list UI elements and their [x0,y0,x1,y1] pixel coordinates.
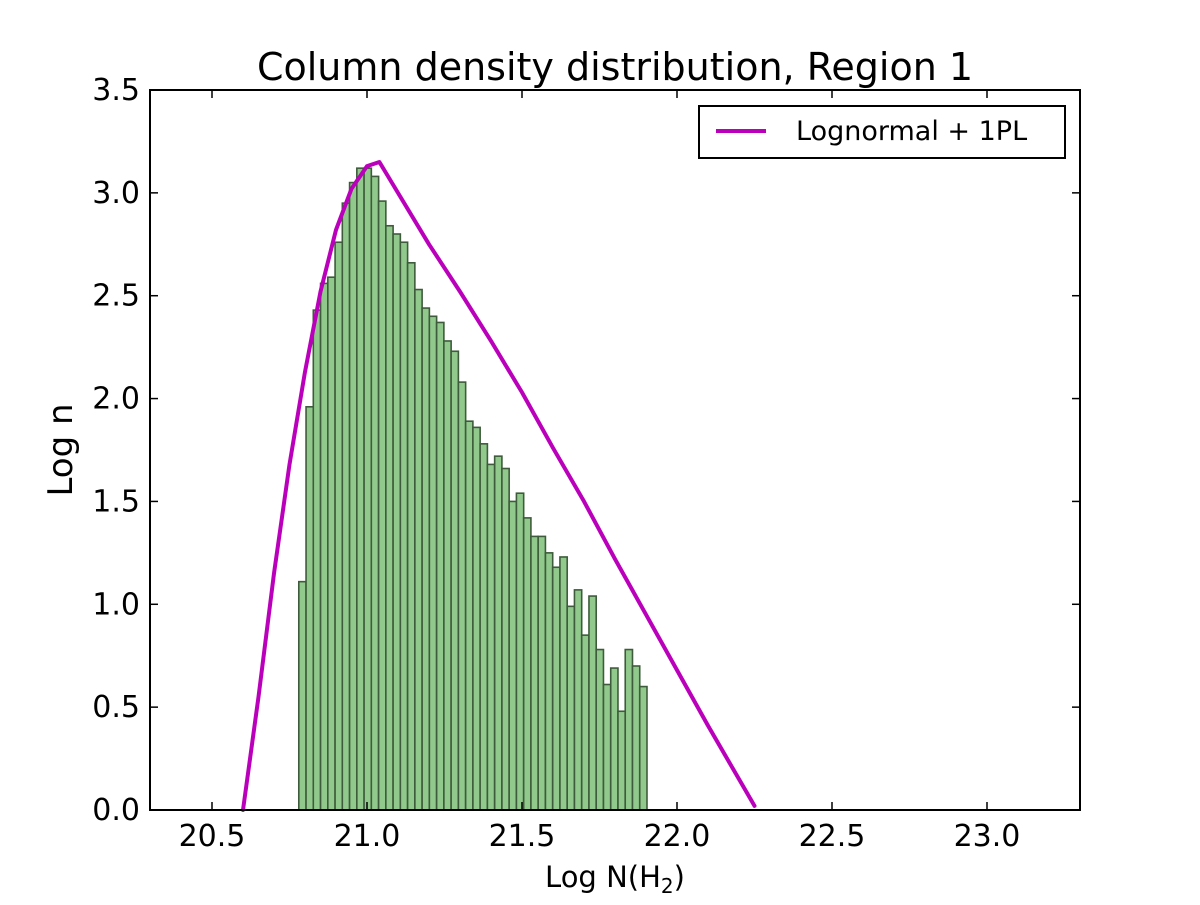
x-axis-label-main: Log N(H [545,860,661,894]
histogram-bar [515,492,525,811]
x-tick-label: 21.0 [334,819,401,854]
histogram-bar [595,648,605,811]
histogram-bar [479,443,489,811]
histogram-bar [573,589,583,811]
histogram-bar [399,241,409,811]
histogram-bar [544,552,554,811]
histogram-bar [356,167,365,811]
y-axis-label: Log n [41,403,81,496]
y-tick-label: 2.5 [92,279,140,314]
x-tick-label: 22.5 [799,819,866,854]
histogram-bar [406,261,416,811]
x-tick-label: 22.0 [644,819,711,854]
x-axis-label-close: ) [674,860,685,894]
y-tick-label: 0.5 [92,690,140,725]
histogram-bar [486,463,496,811]
histogram-bar [421,307,431,811]
histogram-bar [363,167,373,811]
histogram-bar [348,181,358,811]
histogram-bar [624,648,634,811]
y-tick-label: 2.0 [92,382,140,417]
histogram-bar [443,340,452,811]
x-axis-ticks: 20.5 21.0 21.5 22.0 22.5 23.0 [179,90,1021,854]
x-axis-label: Log N(H2) [545,860,685,898]
histogram-bar [312,309,322,811]
histogram-bar [588,595,598,811]
histogram-bar [508,500,518,811]
histogram-bar [327,276,336,811]
x-tick-label: 23.0 [954,819,1021,854]
legend: Lognormal + 1PL [698,105,1066,159]
histogram-bar [472,426,481,811]
fit-curve-line [241,160,757,812]
y-tick-label: 1.5 [92,484,140,519]
histogram-bar [450,350,460,811]
x-tick-label: 20.5 [179,819,246,854]
histogram-bar [435,321,445,811]
histogram-bar [638,685,648,811]
histogram-bar [370,175,380,811]
histogram-bar [385,224,394,811]
histogram-bar [457,381,467,811]
x-axis-label-subscript: 2 [661,874,674,898]
histogram-bar [464,420,474,811]
histogram-bar [297,580,307,811]
x-tick-label: 21.5 [489,819,556,854]
histogram-bar [551,566,561,811]
y-tick-label: 0.0 [92,793,140,828]
histogram-bar [341,202,351,811]
chart-title: Column density distribution, Region 1 [257,45,973,89]
histogram-bar [617,710,627,811]
plot-frame [149,89,1081,811]
histogram-bar [414,288,423,811]
y-tick-label: 3.0 [92,176,140,211]
histogram-bar [522,517,532,811]
fit-curve-layer [241,160,757,812]
y-axis-ticks: 0.0 0.5 1.0 1.5 2.0 2.5 3.0 3.5 [92,73,1080,828]
y-tick-label: 3.5 [92,73,140,108]
histogram-bar [392,233,402,811]
histogram-bar [580,634,590,811]
y-tick-label: 1.0 [92,587,140,622]
histogram-bar [566,605,576,811]
histogram-bar [537,535,547,811]
legend-label: Lognormal + 1PL [796,116,1027,147]
histogram-bar [428,315,438,811]
histogram-bar [631,665,641,811]
histogram-bar [334,241,344,811]
histogram-bar [501,467,510,811]
histogram-bar [377,200,387,811]
histogram-bar [319,282,329,811]
histogram-bar [602,683,612,811]
histogram-bar [609,667,619,811]
histogram-bar [305,405,315,811]
histogram-bar [530,535,539,811]
histogram-bar [559,556,568,811]
histogram-bar [493,455,503,811]
